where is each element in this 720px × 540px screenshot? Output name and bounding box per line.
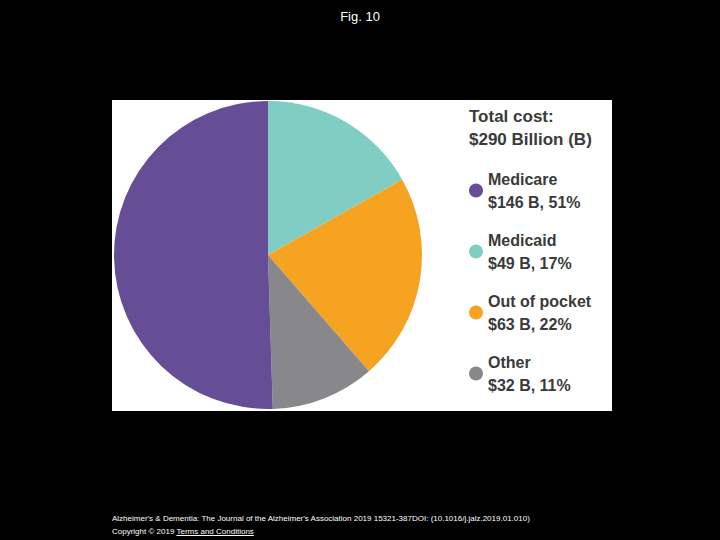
html-text:Copyright © 2019 Terms and Con: Copyright © 2019 Terms and Conditions xyxy=(112,527,254,536)
svg-text:Medicare: Medicare xyxy=(488,171,557,188)
svg-text:Out of pocket: Out of pocket xyxy=(488,293,592,310)
svg-text:Other: Other xyxy=(488,354,531,371)
svg-text:$290 Billion (B): $290 Billion (B) xyxy=(469,130,592,149)
svg-text:Total cost:: Total cost: xyxy=(469,107,554,126)
svg-text:Medicaid: Medicaid xyxy=(488,232,556,249)
html-text:Alzheimer's & Dementia: The Jo: Alzheimer's & Dementia: The Journal of t… xyxy=(112,514,530,523)
html-text:Fig. 10: Fig. 10 xyxy=(340,9,380,24)
svg-text:$32 B, 11%: $32 B, 11% xyxy=(488,377,571,394)
svg-text:$146 B, 51%: $146 B, 51% xyxy=(488,194,581,211)
svg-text:$49 B, 17%: $49 B, 17% xyxy=(488,255,572,272)
svg-text:$63 B, 22%: $63 B, 22% xyxy=(488,316,572,333)
